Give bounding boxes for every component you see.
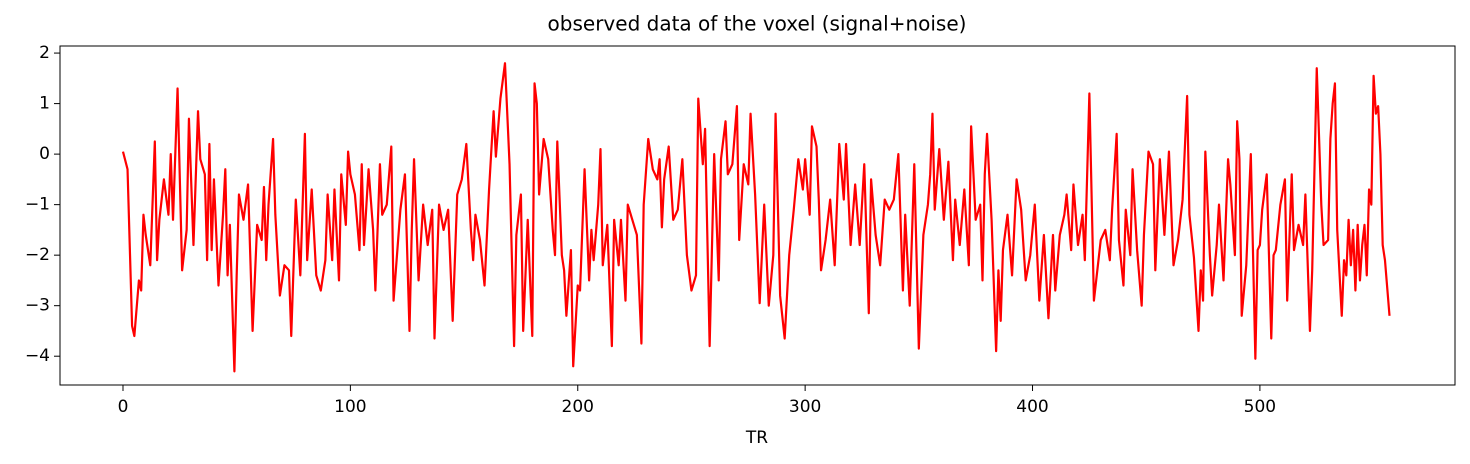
axes-frame: [59, 45, 1456, 386]
x-tick-label: 300: [789, 397, 821, 417]
y-tick-label: 1: [39, 94, 50, 114]
x-axis-label: TR: [745, 428, 768, 448]
x-tick-label: 100: [334, 397, 366, 417]
y-tick-label: 2: [39, 43, 50, 63]
y-tick-label: −2: [25, 245, 50, 265]
x-tick-label: 200: [562, 397, 594, 417]
y-tick-label: 0: [39, 144, 50, 164]
y-tick-label: −4: [25, 346, 50, 366]
y-tick-label: −1: [25, 195, 50, 215]
data-line: [121, 62, 1391, 373]
x-tick-label: 0: [118, 397, 129, 417]
x-tick-label: 500: [1244, 397, 1276, 417]
chart-title: observed data of the voxel (signal+noise…: [548, 12, 967, 36]
y-tick-label: −3: [25, 296, 50, 316]
x-tick-label: 400: [1016, 397, 1048, 417]
